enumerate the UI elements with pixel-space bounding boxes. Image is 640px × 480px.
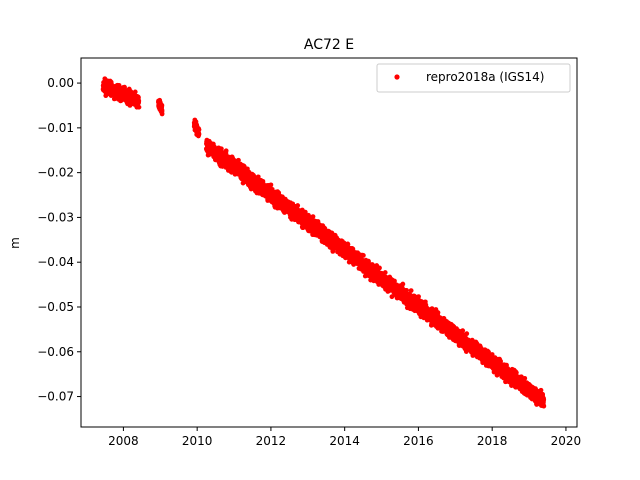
data-point bbox=[541, 397, 547, 403]
plot-frame bbox=[80, 57, 578, 428]
legend-box bbox=[376, 63, 571, 93]
data-point bbox=[464, 331, 470, 337]
data-point bbox=[435, 310, 441, 316]
x-tick-label: 2012 bbox=[256, 434, 287, 448]
x-tick-label: 2020 bbox=[551, 434, 582, 448]
data-point bbox=[345, 242, 351, 247]
y-tick-label: −0.04 bbox=[37, 255, 74, 269]
y-tick-label: 0.00 bbox=[47, 76, 74, 90]
data-point bbox=[159, 111, 165, 117]
y-tick-label: −0.06 bbox=[37, 345, 74, 359]
data-point bbox=[486, 349, 491, 355]
data-point bbox=[404, 288, 410, 293]
y-axis: 0.00 −0.01 −0.02 −0.03 −0.04 −0.05 −0.06 −0.07 bbox=[37, 76, 81, 404]
y-tick-label: −0.03 bbox=[37, 210, 74, 224]
data-point bbox=[116, 82, 122, 88]
data-point bbox=[460, 328, 466, 334]
x-tick-label: 2018 bbox=[477, 434, 508, 448]
data-point bbox=[223, 148, 229, 154]
legend-marker bbox=[394, 74, 400, 80]
x-axis: 2008 2010 2012 2014 2016 2018 2020 bbox=[108, 427, 581, 448]
data-point bbox=[236, 157, 241, 163]
data-point bbox=[136, 104, 142, 110]
data-point bbox=[196, 127, 202, 133]
data-point bbox=[196, 131, 202, 137]
data-point bbox=[268, 182, 274, 188]
data-point bbox=[295, 203, 301, 208]
data-point bbox=[541, 403, 547, 409]
data-point bbox=[310, 214, 316, 220]
data-point bbox=[538, 387, 544, 393]
data-point bbox=[382, 270, 388, 275]
y-tick-label: −0.07 bbox=[37, 390, 74, 404]
data-point bbox=[136, 98, 142, 104]
data-point bbox=[392, 278, 397, 284]
data-point bbox=[377, 265, 382, 271]
legend: repro2018a (IGS14) bbox=[376, 63, 571, 93]
y-axis-label: m bbox=[8, 237, 22, 249]
x-tick-label: 2010 bbox=[182, 434, 213, 448]
x-tick-label: 2008 bbox=[108, 434, 139, 448]
data-points bbox=[100, 76, 547, 409]
data-point bbox=[302, 209, 308, 215]
data-point bbox=[522, 375, 528, 381]
data-point bbox=[159, 102, 165, 108]
data-point bbox=[408, 288, 414, 294]
y-tick-label: −0.05 bbox=[37, 300, 74, 314]
data-point bbox=[218, 146, 224, 152]
y-tick-label: −0.02 bbox=[37, 166, 74, 180]
data-point bbox=[132, 89, 138, 95]
data-point bbox=[416, 294, 421, 300]
data-point bbox=[360, 253, 366, 258]
data-point bbox=[513, 370, 519, 376]
data-point bbox=[498, 358, 503, 364]
y-tick-label: −0.01 bbox=[37, 121, 74, 135]
data-point bbox=[400, 281, 406, 287]
x-tick-label: 2014 bbox=[329, 434, 360, 448]
legend-label: repro2018a (IGS14) bbox=[426, 70, 544, 84]
chart-title: AC72 E bbox=[304, 37, 354, 53]
x-tick-label: 2016 bbox=[403, 434, 434, 448]
